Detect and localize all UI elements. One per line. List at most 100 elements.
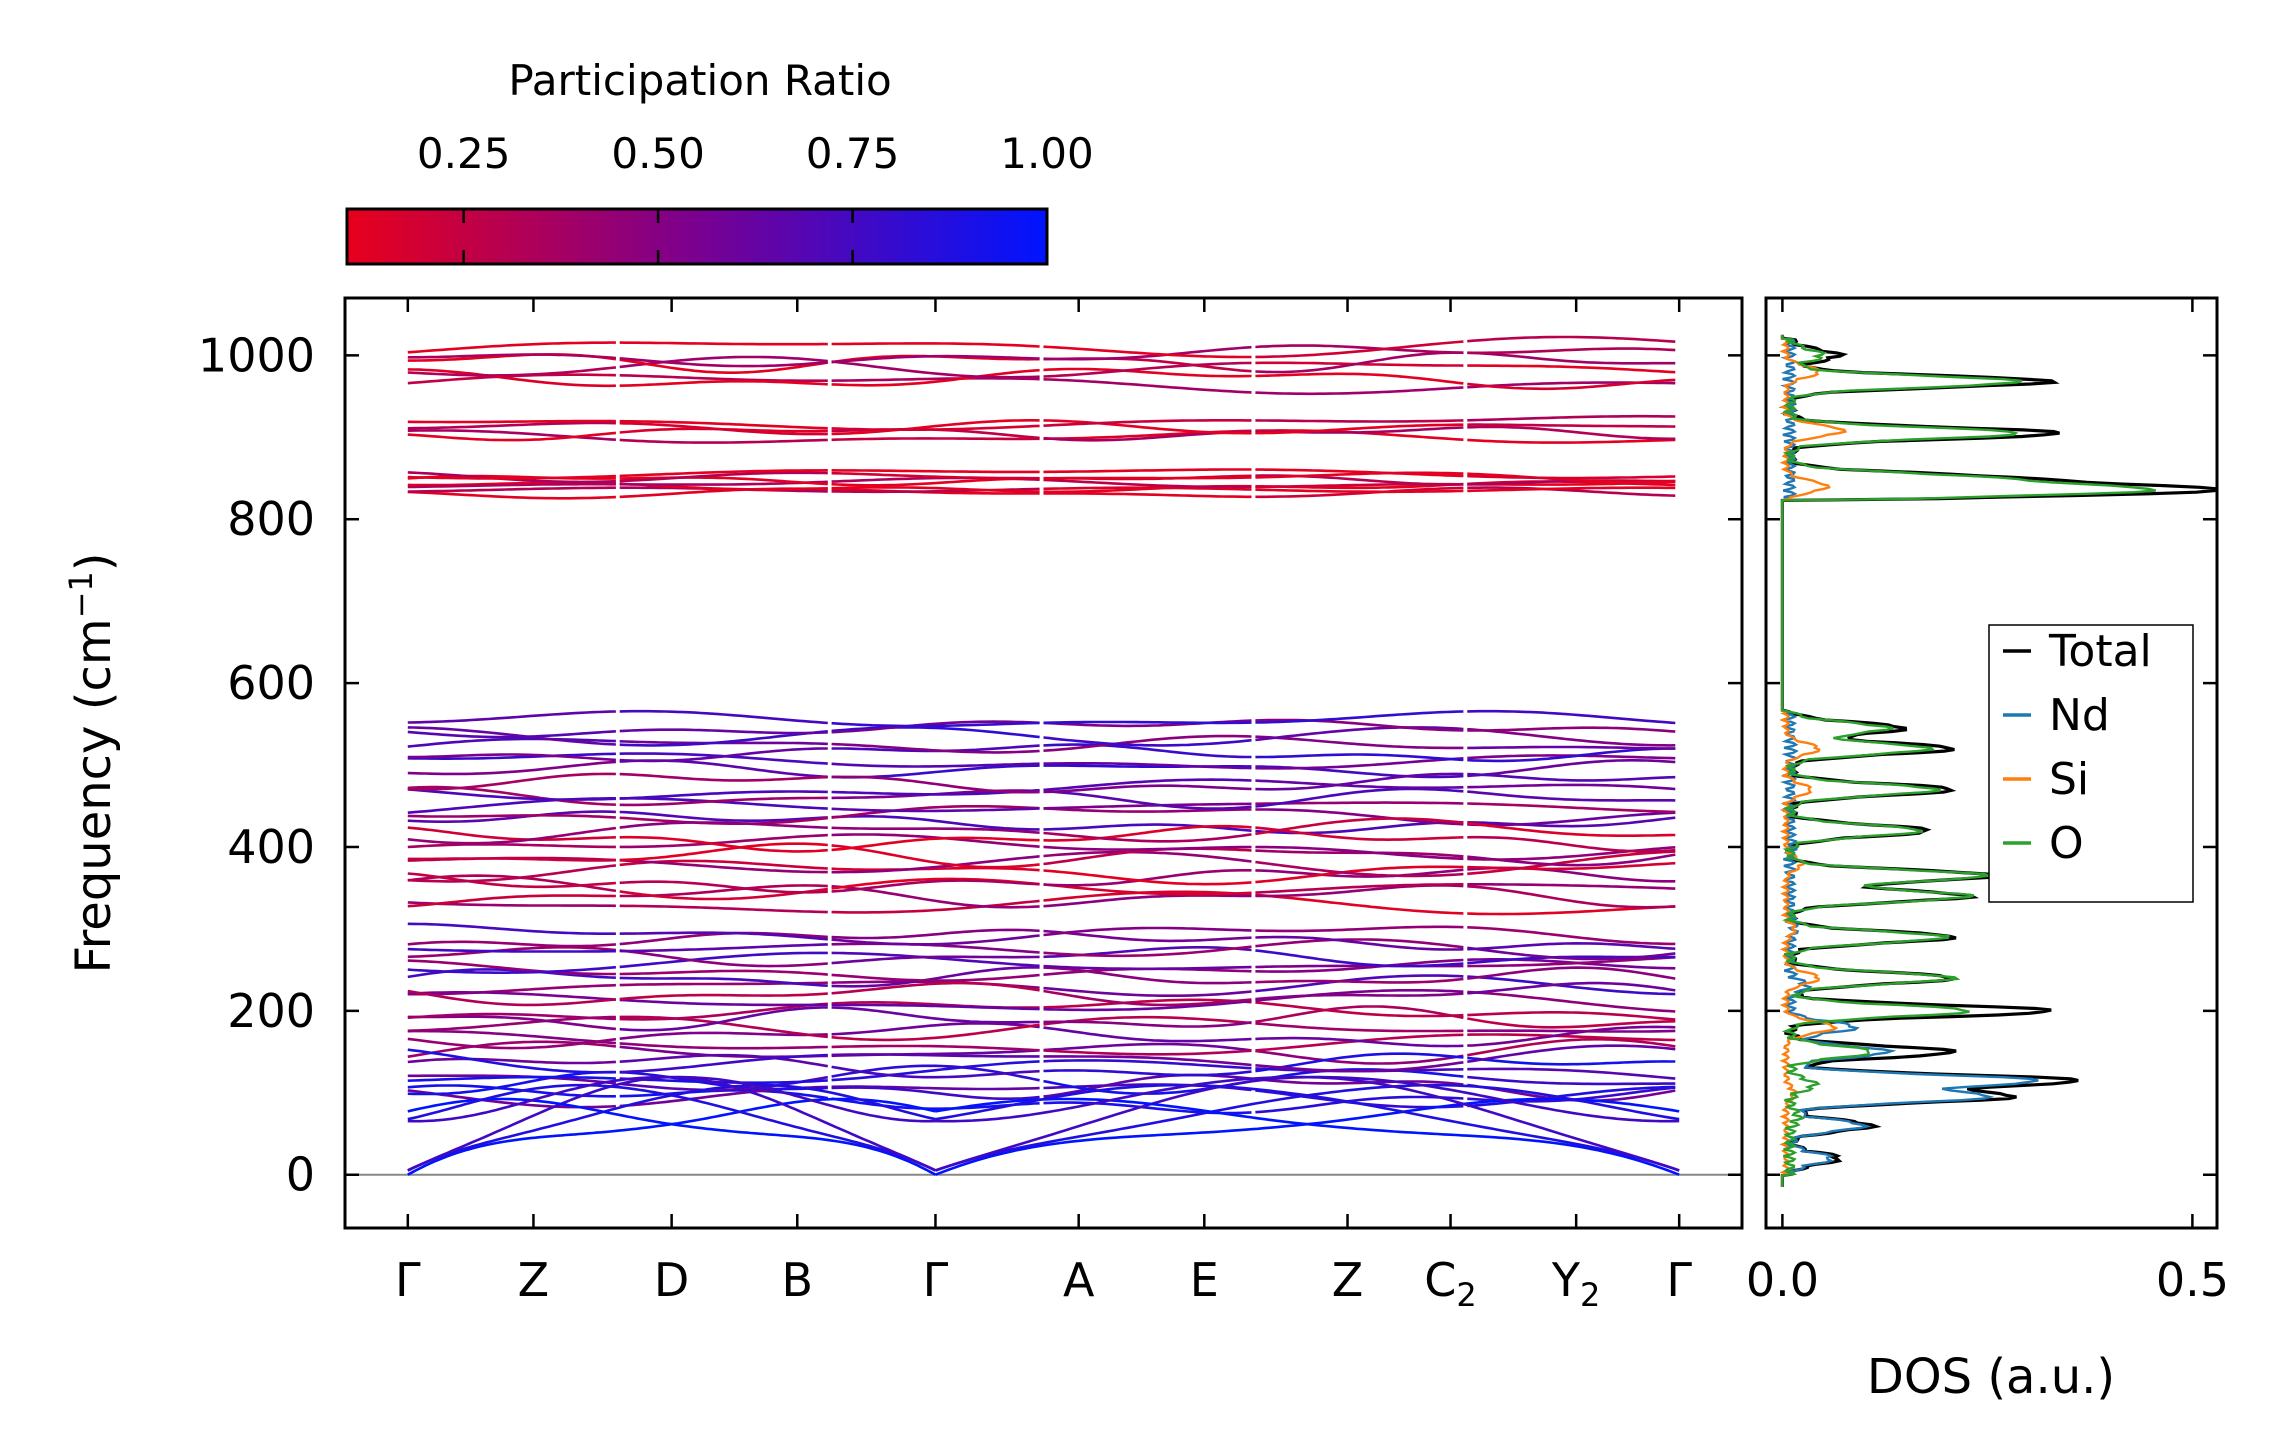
phonon-band-low-upper: [407, 983, 616, 996]
phonon-band-mid-upper: [1255, 718, 1464, 732]
dos-x-tick-label: 0.0: [1746, 1253, 1819, 1307]
phonon-band-high-O-stretch: [1043, 345, 1252, 359]
phonon-band-mid-lower: [619, 833, 828, 849]
phonon-band-mid: [619, 790, 828, 800]
phonon-band-low: [407, 1037, 617, 1050]
phonon-band-high-O-stretch: [1467, 364, 1676, 374]
phonon-band-low-upper: [1467, 975, 1676, 996]
phonon-band-mid-upper: [831, 720, 1040, 734]
phonon-band-mid: [1255, 808, 1464, 826]
phonon-band-lowest-optical: [831, 1053, 1040, 1058]
phonon-band-low-upper: [619, 951, 828, 969]
phonon-band-lowest-optical: [831, 1060, 1040, 1082]
phonon-band-mid: [1255, 779, 1464, 789]
phonon-band-lowest-optical: [1467, 1056, 1676, 1066]
phonon-band-low: [619, 1006, 828, 1032]
band-axes-frame: [343, 296, 1744, 1230]
y-tick-label: 800: [227, 492, 315, 546]
phonon-band-mid: [1467, 811, 1676, 827]
phonon-band-low-upper: [1255, 935, 1464, 951]
phonon-band-mid-lower: [1255, 883, 1464, 894]
phonon-band-lowest-optical: [831, 1086, 1040, 1100]
phonon-band-low: [1043, 998, 1252, 1009]
phonon-band-low-upper: [831, 928, 1040, 940]
y-tick-label: 0: [286, 1148, 315, 1202]
phonon-band-mid-upper: [831, 742, 1040, 754]
phonon-band-O-bend-900: [1467, 414, 1676, 422]
phonon-band-low: [831, 1022, 1040, 1036]
dos-panel: 0.0 0.5 DOS (a.u.) Total Nd Si O: [1746, 296, 2229, 1405]
kpoint-label: Z: [1332, 1253, 1364, 1307]
acoustic-branch: [935, 1083, 1680, 1172]
phonon-band-mid-lower: [407, 894, 616, 908]
phonon-band-mid-lower: [1467, 861, 1676, 871]
phonon-band-mid-upper: [1255, 757, 1464, 770]
colorbar-tick-label: 0.50: [611, 129, 705, 178]
phonon-band-mid-lower: [831, 826, 1040, 834]
phonon-band-mid-lower: [831, 885, 1040, 909]
phonon-band-O-bend-900: [619, 438, 828, 444]
phonon-band-mid-lower: [831, 866, 1040, 872]
phonon-band-low: [1043, 1049, 1252, 1056]
phonon-band-mid: [1043, 802, 1252, 810]
phonon-band-low-upper: [1255, 925, 1464, 933]
phonon-band-high-O-stretch: [831, 342, 1040, 348]
dos-lines: [1778, 334, 2217, 1187]
phonon-band-low: [1043, 1026, 1252, 1043]
phonon-band-O-bend-840: [407, 474, 616, 480]
legend-label-si: Si: [2049, 754, 2089, 805]
phonon-band-high-O-stretch: [1467, 335, 1676, 343]
phonon-band-O-bend-900: [831, 424, 1040, 431]
phonon-band-low: [831, 1044, 1040, 1052]
phonon-band-low: [831, 981, 1040, 995]
phonon-band-high-O-stretch: [831, 377, 1040, 382]
acoustic-branch: [407, 1075, 937, 1172]
phonon-band-low: [831, 1006, 1040, 1024]
phonon-band-high-O-stretch: [407, 366, 617, 377]
phonon-band-mid: [1043, 778, 1252, 792]
phonon-band-mid-upper: [1043, 736, 1252, 747]
phonon-band-high-O-stretch: [619, 341, 828, 346]
phonon-band-mid-lower: [831, 879, 1040, 893]
phonon-band-mid-lower: [619, 835, 828, 853]
phonon-band-mid-upper: [1467, 709, 1676, 725]
phonon-band-O-bend-900: [831, 419, 1040, 436]
phonon-band-lowest-optical: [1467, 1044, 1676, 1063]
phonon-band-high-O-stretch: [1255, 344, 1464, 354]
phonon-band-O-bend-840: [407, 490, 616, 500]
phonon-band-low: [619, 992, 828, 1001]
phonon-band-low: [1467, 990, 1676, 1013]
phonon-band-high-O-stretch: [407, 368, 616, 388]
phonon-band-mid: [407, 814, 616, 819]
phonon-band-low-upper: [1043, 986, 1252, 997]
phonon-band-O-bend-900: [619, 419, 828, 430]
phonon-band-mid-upper: [1043, 743, 1252, 759]
phonon-band-high-O-stretch: [1043, 361, 1252, 378]
phonon-band-high-O-stretch: [407, 353, 616, 360]
phonon-band-mid-lower: [619, 821, 828, 829]
phonon-band-mid-lower: [619, 880, 828, 894]
phonon-band-mid-lower: [1043, 883, 1252, 896]
phonon-band-mid: [1043, 823, 1252, 832]
phonon-band-mid-upper: [619, 759, 828, 779]
dos-x-axis-label: DOS (a.u.): [1867, 1349, 2115, 1405]
phonon-band-low: [1255, 1022, 1464, 1033]
phonon-band-lowest-optical: [1255, 1061, 1464, 1073]
phonon-band-O-bend-840: [1043, 476, 1252, 480]
phonon-band-mid-lower: [407, 826, 617, 845]
phonon-band-low-upper: [831, 973, 1040, 982]
phonon-band-mid-upper: [1467, 726, 1676, 733]
phonon-band-mid-lower: [1255, 865, 1464, 884]
phonon-band-O-bend-900: [1467, 438, 1676, 444]
phonon-band-O-bend-900: [1467, 425, 1676, 441]
phonon-band-mid-lower: [1467, 835, 1676, 853]
phonon-band-mid-lower: [1467, 883, 1676, 890]
phonon-band-high-O-stretch: [619, 358, 828, 374]
phonon-band-mid-lower: [831, 844, 1040, 869]
phonon-band-low: [1467, 1011, 1676, 1021]
phonon-band-mid: [1255, 787, 1464, 808]
phonon-band-mid-upper: [619, 728, 828, 735]
phonon-band-low: [1467, 1038, 1676, 1057]
phonon-band-high-O-stretch: [1043, 378, 1252, 394]
